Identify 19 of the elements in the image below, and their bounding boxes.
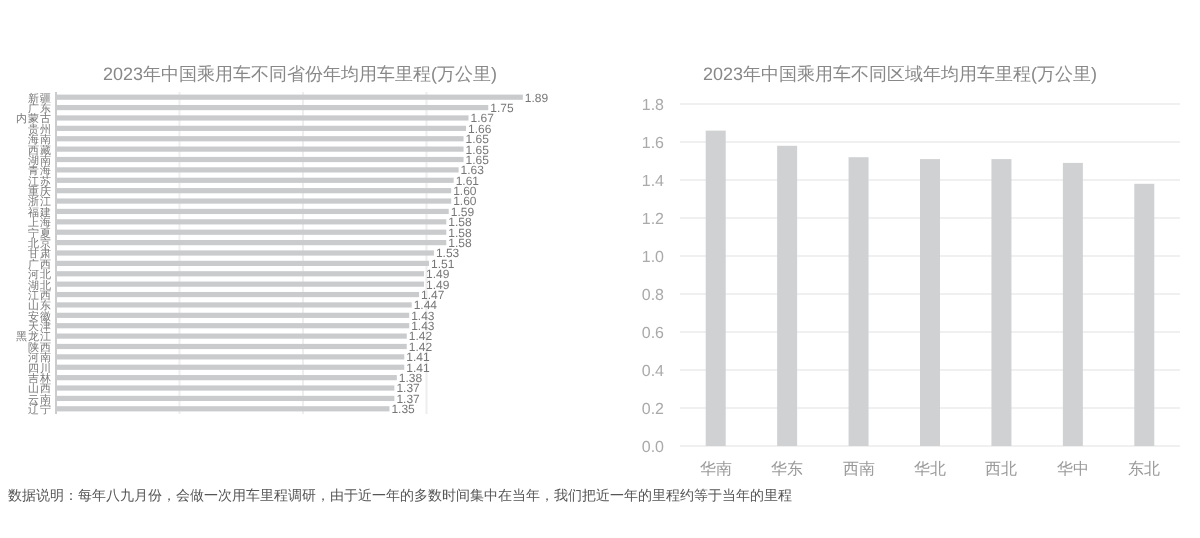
chart-title: 2023年中国乘用车不同省份年均用车里程(万公里) [102,64,498,84]
x-tick-label: 华中 [1056,460,1089,478]
y-tick-label: 1.8 [641,96,666,114]
x-tick-label: 东北 [1128,460,1161,478]
x-tick-label: 华东 [771,460,804,478]
chart-title: 2023年中国乘用车不同区域年均用车里程(万公里) [702,64,1098,84]
x-tick-label: 西南 [842,460,875,478]
x-tick-label: 华南 [699,460,732,478]
y-tick-label: 1.4 [641,172,666,190]
x-tick-label: 华北 [914,460,946,478]
y-tick-label: 0.4 [641,362,666,380]
y-tick-label: 0.0 [641,438,666,456]
x-tick-label: 西北 [985,460,1018,478]
y-tick-label: 1.0 [641,248,666,266]
y-tick-label: 1.6 [641,134,666,152]
y-tick-label: 0.6 [641,324,666,342]
y-tick-label: 0.2 [641,400,666,418]
y-tick-label: 1.2 [641,210,666,228]
y-tick-label: 0.8 [641,286,666,304]
